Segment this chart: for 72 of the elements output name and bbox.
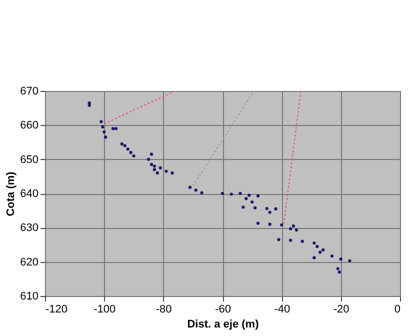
point — [312, 256, 316, 260]
point — [150, 152, 154, 156]
point — [152, 164, 156, 168]
point — [288, 227, 292, 230]
point — [318, 250, 322, 254]
point — [277, 238, 280, 242]
point — [123, 144, 126, 148]
point — [220, 192, 224, 196]
point — [156, 171, 159, 175]
point — [230, 192, 233, 196]
point — [100, 120, 103, 124]
point — [256, 194, 260, 198]
x-tick-label: -60 — [215, 304, 231, 316]
point — [256, 222, 260, 225]
y-axis-title: Cota (m) — [5, 171, 18, 216]
x-tick-label: -40 — [274, 304, 290, 316]
point — [158, 166, 162, 170]
point — [101, 125, 104, 128]
y-tick-label: 670 — [20, 86, 38, 98]
point — [265, 206, 268, 210]
point — [253, 206, 257, 210]
point — [338, 270, 341, 274]
y-tick-label: 640 — [20, 188, 38, 200]
point — [126, 148, 130, 151]
point — [164, 170, 168, 173]
point — [339, 258, 342, 261]
point — [88, 104, 91, 107]
point — [292, 224, 296, 228]
point — [238, 192, 242, 196]
point — [274, 207, 278, 210]
y-tick-label: 620 — [20, 256, 38, 268]
point — [120, 142, 124, 146]
point — [150, 162, 154, 166]
point — [250, 200, 254, 204]
point — [129, 150, 132, 154]
y-tick-label: 610 — [20, 290, 38, 302]
point — [268, 210, 272, 214]
point — [288, 238, 292, 242]
point — [268, 222, 272, 226]
point — [102, 130, 106, 134]
y-tick-label: 650 — [20, 154, 38, 166]
point — [114, 127, 118, 130]
point — [294, 228, 298, 232]
point — [152, 168, 156, 172]
x-tick-label: -20 — [333, 304, 350, 316]
point — [132, 154, 136, 158]
point — [336, 267, 340, 270]
point — [188, 186, 192, 189]
point — [348, 259, 352, 262]
point — [242, 206, 245, 209]
point — [330, 254, 334, 258]
y-tick-label: 660 — [20, 120, 38, 132]
point — [200, 191, 204, 194]
point — [312, 241, 316, 245]
point — [322, 248, 325, 252]
point — [300, 240, 304, 243]
point — [316, 244, 319, 248]
x-tick-label: -100 — [94, 304, 116, 316]
point — [248, 194, 251, 197]
point — [280, 223, 284, 227]
point — [146, 158, 150, 161]
x-tick-label: 0 — [394, 304, 400, 316]
x-tick-label: -120 — [46, 304, 68, 316]
point — [88, 101, 91, 105]
point — [104, 136, 108, 139]
x-tick-label: -80 — [156, 304, 172, 316]
point — [111, 127, 115, 130]
point — [194, 188, 198, 192]
y-tick-label: 630 — [20, 222, 38, 234]
x-axis-title: Dist. a eje (m) — [187, 318, 260, 330]
point — [244, 197, 248, 200]
point — [170, 171, 174, 175]
